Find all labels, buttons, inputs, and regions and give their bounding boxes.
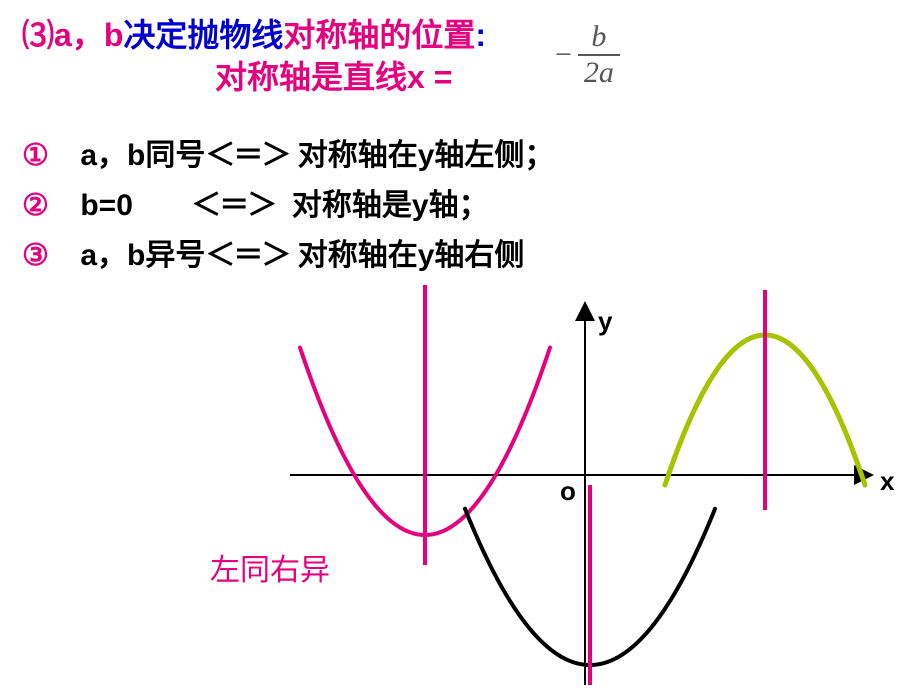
rule-2-rhs: 对称轴是y轴； <box>292 189 489 222</box>
formula-den: 2a <box>578 54 620 90</box>
svg-text:x: x <box>880 466 895 496</box>
rule-2-lhs: b=0 <box>80 189 191 222</box>
rule-2: ② b=0 ＜＝＞ 对称轴是y轴； <box>22 180 489 224</box>
formula-minus: − <box>555 38 572 72</box>
rule-1-arrow: ＜＝＞ <box>205 139 289 172</box>
rule-1-rhs: 对称轴在y轴左侧； <box>298 139 555 172</box>
formula-fraction: b2a <box>578 20 620 90</box>
axis-formula: −b2a <box>555 20 620 90</box>
formula-num: b <box>578 20 620 54</box>
rule-3-arrow: ＜＝＞ <box>205 239 289 272</box>
title-line-1: ⑶a，b决定抛物线对称轴的位置: <box>22 10 486 56</box>
title-prefix: ⑶ <box>22 17 54 53</box>
rule-3-rhs: 对称轴在y轴右侧 <box>298 239 525 272</box>
rule-3-lhs: a，b异号 <box>80 239 205 272</box>
rule-1-num: ① <box>22 138 72 173</box>
rule-1-lhs: a，b同号 <box>80 139 205 172</box>
rule-3-num: ③ <box>22 238 72 273</box>
svg-text:y: y <box>598 306 613 336</box>
parabola-graph: x y o <box>290 285 900 685</box>
rule-1: ① a，b同号＜＝＞ 对称轴在y轴左侧； <box>22 130 554 174</box>
rule-2-num: ② <box>22 188 72 223</box>
rule-2-arrow: ＜＝＞ <box>191 189 275 222</box>
svg-text:o: o <box>560 476 576 506</box>
rule-3: ③ a，b异号＜＝＞ 对称轴在y轴右侧 <box>22 230 524 274</box>
title-line-2: 对称轴是直线x = <box>215 52 452 98</box>
